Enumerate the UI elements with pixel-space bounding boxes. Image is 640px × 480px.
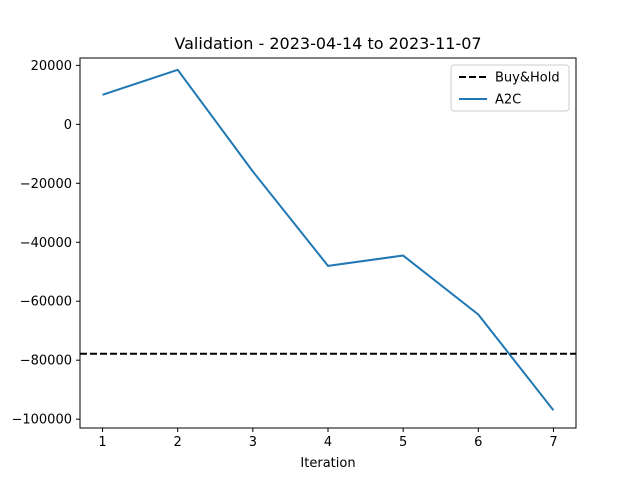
y-tick-label: 0 [64, 118, 72, 133]
x-axis: 1 2 3 4 5 6 7 [98, 428, 558, 450]
y-tick-label: −60000 [20, 295, 72, 310]
x-axis-title: Iteration [300, 456, 355, 471]
x-tick-label: 4 [324, 435, 332, 450]
x-tick-label: 7 [549, 435, 557, 450]
legend-label: Buy&Hold [495, 71, 560, 86]
chart-title: Validation - 2023-04-14 to 2023-11-07 [174, 34, 481, 53]
x-tick-label: 2 [174, 435, 182, 450]
plot-area [80, 68, 576, 411]
legend: Buy&Hold A2C [450, 64, 570, 112]
y-tick-label: 20000 [31, 59, 72, 74]
y-tick-label: −40000 [20, 236, 72, 251]
series-line-a2c [102, 68, 555, 411]
x-tick-label: 3 [249, 435, 257, 450]
y-tick-label: −80000 [20, 354, 72, 369]
y-axis: 20000 0 −20000 −40000 −60000 −80000 −100000 [11, 59, 80, 428]
y-tick-label: −20000 [20, 177, 72, 192]
x-tick-label: 1 [98, 435, 106, 450]
legend-label: A2C [495, 93, 521, 108]
x-tick-label: 6 [474, 435, 482, 450]
x-tick-label: 5 [399, 435, 407, 450]
y-tick-label: −100000 [11, 413, 72, 428]
